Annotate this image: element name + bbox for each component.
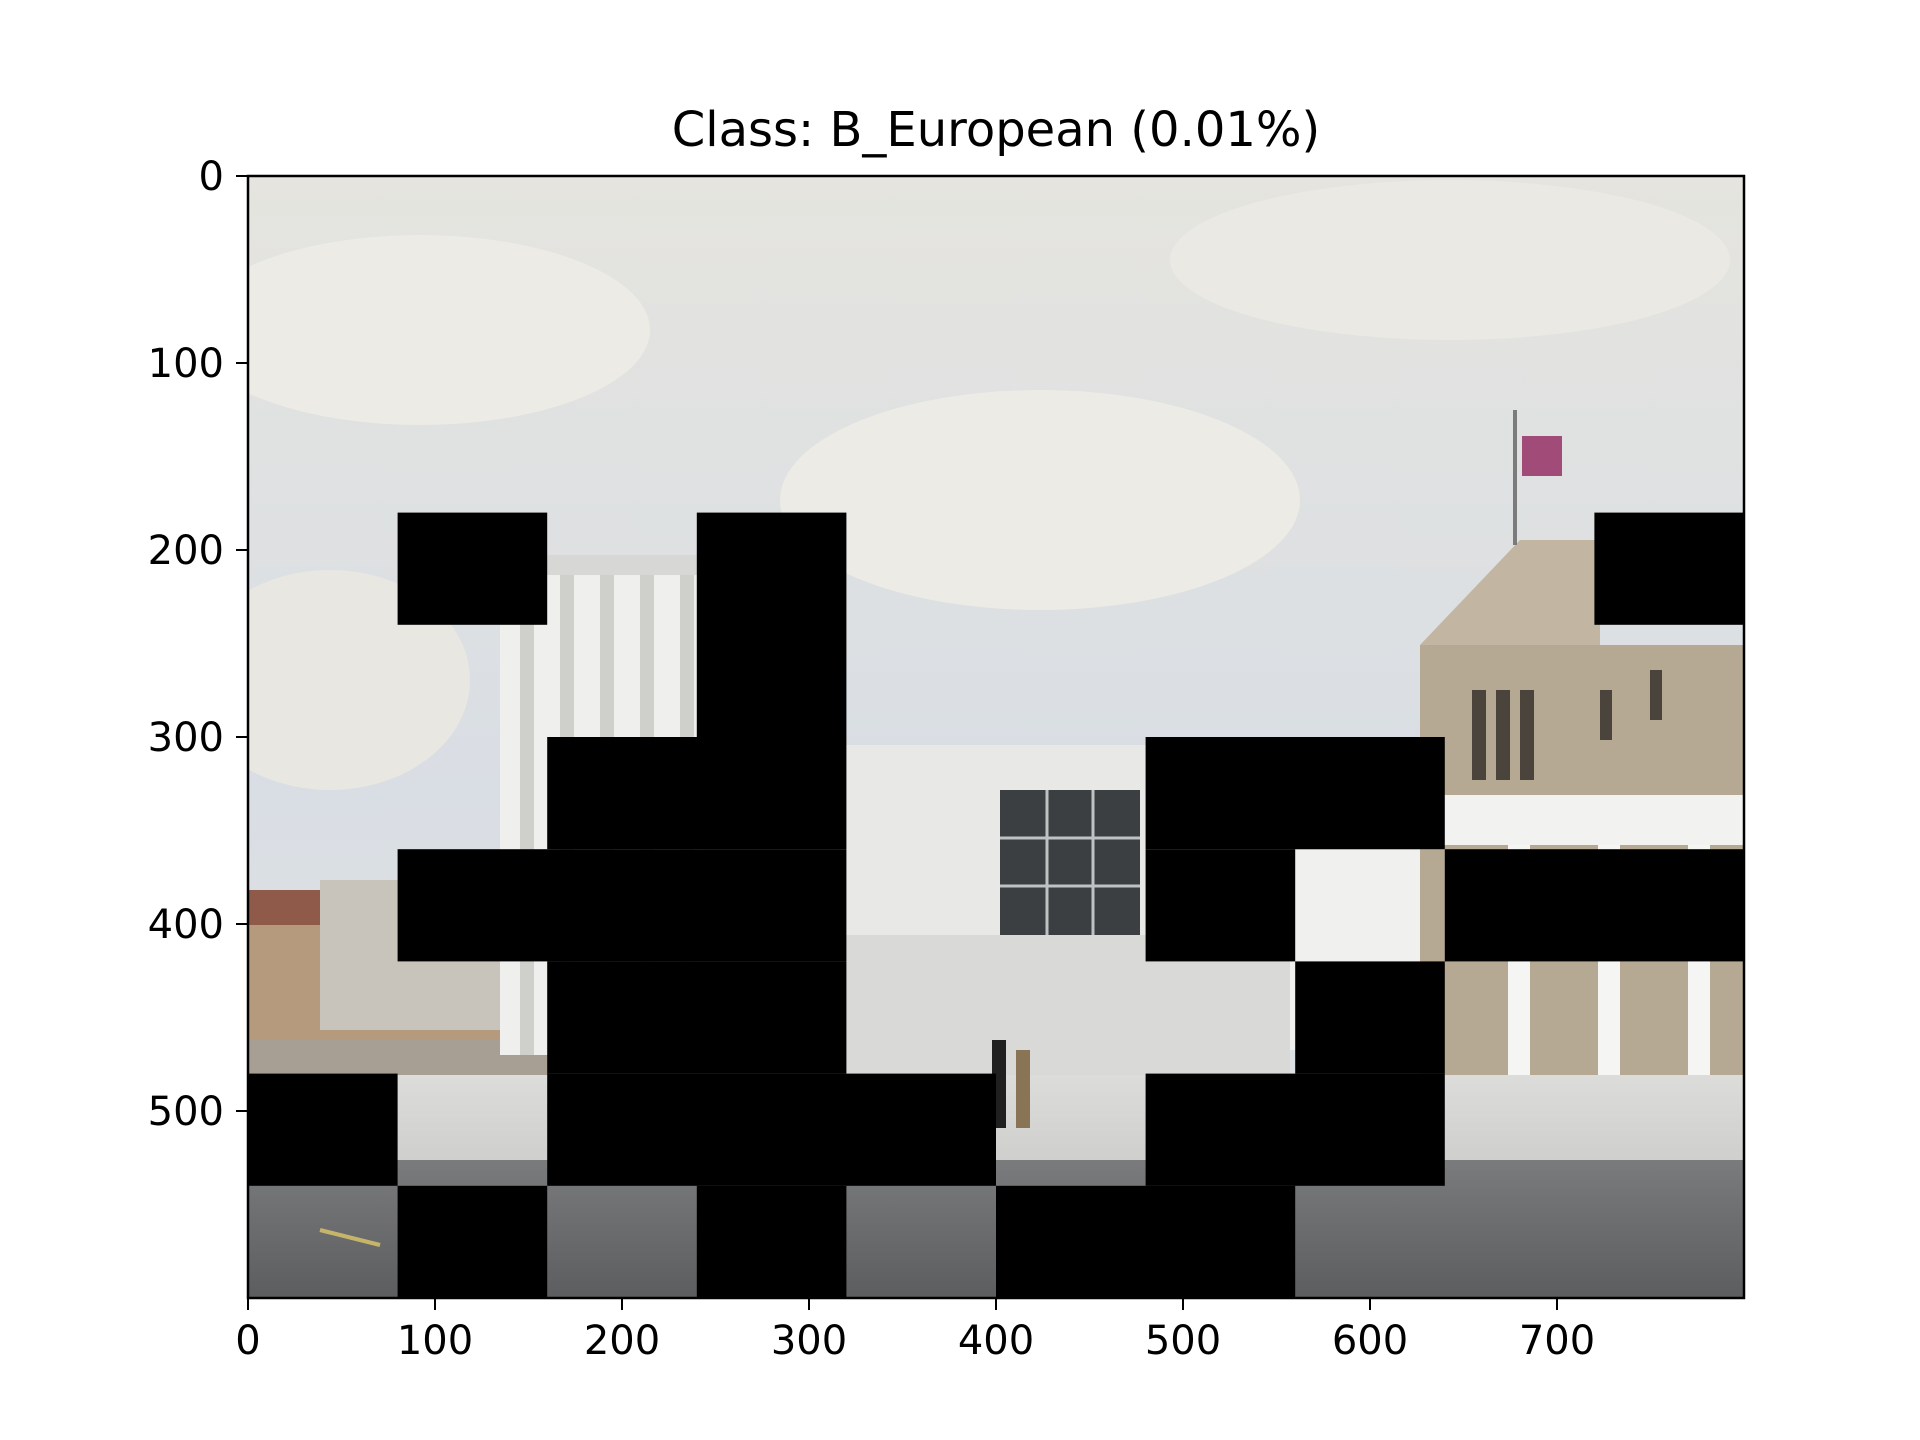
y-tick-label: 200 <box>148 528 224 574</box>
photo-cloud <box>780 390 1300 610</box>
chart-title: Class: B_European (0.01%) <box>672 102 1320 158</box>
photo-museum-window <box>1650 670 1662 720</box>
mask-cell <box>248 1073 398 1186</box>
mask-cell <box>1145 1073 1445 1186</box>
photo-cloud <box>1170 180 1730 340</box>
photo-flag <box>1522 436 1562 476</box>
x-tick-label: 500 <box>1145 1318 1221 1364</box>
mask-cell <box>996 1185 1296 1298</box>
photo-portico <box>1440 795 1744 845</box>
mask-cell <box>696 1185 847 1298</box>
mask-cell <box>1444 849 1744 962</box>
photo-museum-pediment <box>1420 540 1600 645</box>
photo-museum-window <box>1520 690 1534 780</box>
photo-person <box>1016 1050 1030 1128</box>
photo-column <box>520 575 534 1055</box>
photo-cloud <box>248 570 470 790</box>
mask-cell <box>547 737 847 850</box>
y-tick-label: 300 <box>148 715 224 761</box>
mask-cell <box>397 849 847 962</box>
x-tick-label: 700 <box>1519 1318 1595 1364</box>
photo-museum-window <box>1496 690 1510 780</box>
x-tick-label: 300 <box>771 1318 847 1364</box>
mask-cell <box>1594 512 1744 625</box>
photo-museum-window <box>1600 690 1612 740</box>
mask-cell <box>1145 737 1445 850</box>
mask-cell <box>1145 849 1296 962</box>
photo-road-marking <box>319 1228 381 1247</box>
photo-colonnade-roof <box>500 555 700 575</box>
y-tick-label: 100 <box>148 341 224 387</box>
mask-cell <box>547 961 847 1074</box>
x-tick-label: 600 <box>1332 1318 1408 1364</box>
x-tick-label: 400 <box>958 1318 1034 1364</box>
y-tick-label: 500 <box>148 1089 224 1135</box>
photo-museum-window <box>1472 690 1486 780</box>
mask-cell <box>397 512 548 625</box>
x-axis: 0 100 200 300 400 500 600 700 <box>235 1298 1595 1364</box>
y-axis: 0 100 200 300 400 500 <box>148 154 248 1135</box>
x-tick-label: 100 <box>397 1318 473 1364</box>
mask-cell <box>1295 961 1445 1074</box>
x-tick-label: 0 <box>235 1318 260 1364</box>
mask-cell <box>397 1185 548 1298</box>
y-tick-label: 0 <box>199 154 224 200</box>
mask-cell <box>547 1073 996 1186</box>
x-tick-label: 200 <box>584 1318 660 1364</box>
mask-cell <box>696 512 847 737</box>
occlusion-mask <box>248 512 1744 1298</box>
photo-gallery-window <box>1000 790 1140 935</box>
photo-cloud <box>248 235 650 425</box>
y-tick-label: 400 <box>148 902 224 948</box>
